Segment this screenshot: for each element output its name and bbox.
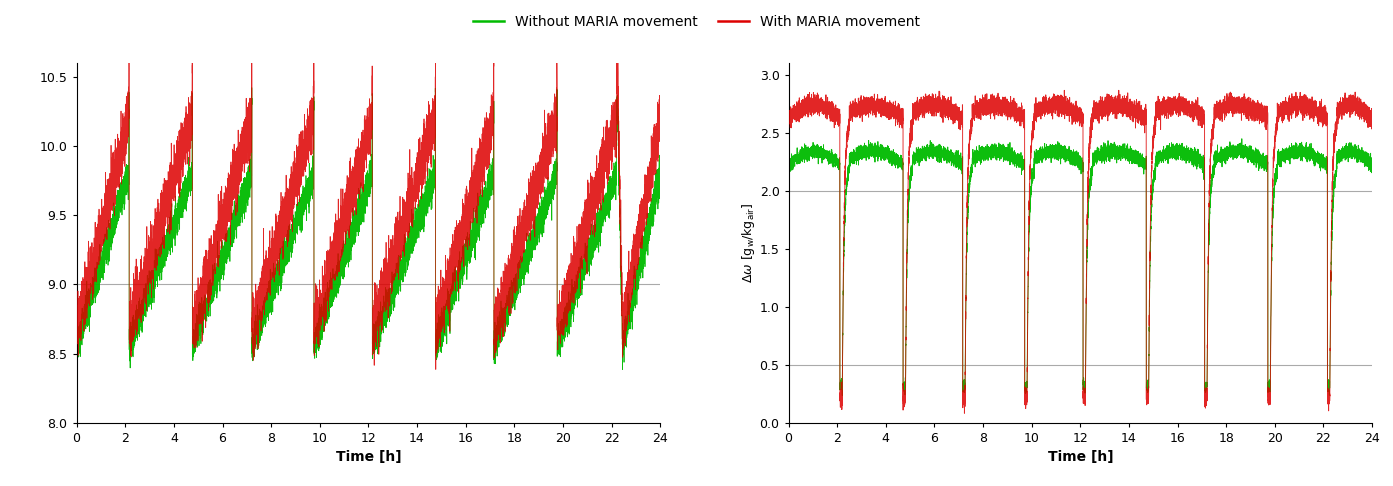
Y-axis label: $\Delta\omega\ \mathregular{[g_w/kg_{air}]}$: $\Delta\omega\ \mathregular{[g_w/kg_{air… — [740, 203, 756, 283]
Legend: Without MARIA movement, With MARIA movement: Without MARIA movement, With MARIA movem… — [468, 9, 925, 35]
X-axis label: Time [h]: Time [h] — [336, 451, 401, 465]
X-axis label: Time [h]: Time [h] — [1048, 451, 1113, 465]
